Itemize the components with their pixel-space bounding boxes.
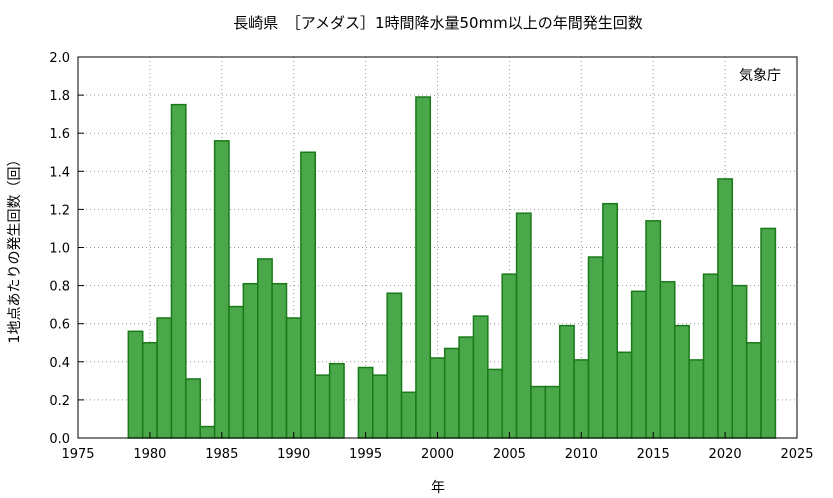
bar — [213, 140, 230, 439]
x-tick-label: 2015 — [637, 447, 670, 462]
chart-title: 長崎県 ［アメダス］1時間降水量50mm以上の年間発生回数 — [233, 14, 643, 32]
y-tick-label: 0.6 — [49, 318, 70, 333]
bar — [185, 378, 201, 439]
bar — [141, 342, 158, 439]
bar — [386, 292, 403, 439]
x-tick-label: 1995 — [349, 447, 382, 462]
bar — [688, 359, 705, 439]
bar — [257, 258, 273, 439]
bar — [731, 284, 748, 439]
bar — [242, 282, 259, 439]
y-tick-label: 0.2 — [49, 394, 70, 409]
y-ticks: 0.0 0.2 0.4 0.6 0.8 1.0 1.2 1.4 1.6 1.8 2.0 — [49, 51, 84, 447]
bar — [544, 385, 561, 439]
bar — [602, 202, 618, 439]
bar — [760, 227, 777, 439]
source-annotation: 気象庁 — [739, 68, 781, 84]
x-tick-label: 2000 — [421, 447, 454, 462]
x-tick-label: 1975 — [61, 447, 94, 462]
x-axis-label: 年 — [431, 480, 445, 496]
bar — [530, 385, 547, 439]
bar — [645, 220, 662, 439]
bar — [472, 315, 489, 439]
y-tick-label: 1.6 — [49, 127, 70, 142]
bar — [199, 425, 216, 439]
bar — [228, 305, 245, 439]
y-tick-label: 0.8 — [49, 280, 70, 295]
y-tick-label: 1.4 — [49, 165, 70, 180]
y-tick-label: 2.0 — [49, 51, 70, 66]
bars — [127, 96, 777, 439]
bar — [400, 391, 417, 439]
x-tick-label: 2025 — [780, 447, 813, 462]
bar — [659, 281, 676, 439]
bar — [558, 324, 575, 439]
bar — [314, 374, 331, 439]
bar — [429, 357, 446, 439]
bar — [285, 317, 302, 439]
bar — [443, 347, 460, 439]
bar — [702, 273, 719, 439]
y-tick-label: 0.0 — [49, 432, 70, 447]
x-tick-label: 1990 — [277, 447, 310, 462]
bar — [127, 330, 144, 439]
x-tick-label: 2020 — [709, 447, 742, 462]
x-ticks: 1975 1980 1985 1990 1995 2000 2005 2010 2015 2020… — [61, 432, 814, 462]
y-tick-label: 1.0 — [49, 242, 70, 257]
y-tick-label: 1.2 — [49, 203, 70, 218]
bar — [717, 178, 734, 439]
bar — [357, 366, 374, 439]
bar — [328, 362, 345, 439]
x-tick-label: 1980 — [133, 447, 166, 462]
bar — [616, 351, 633, 439]
bar — [170, 103, 187, 439]
y-tick-label: 1.8 — [49, 89, 70, 104]
x-tick-label: 2010 — [565, 447, 598, 462]
x-tick-label: 1985 — [205, 447, 238, 462]
bar — [745, 342, 762, 439]
bar — [501, 273, 518, 439]
bar — [458, 336, 475, 439]
bar — [573, 359, 590, 439]
y-axis-label: 1地点あたりの発生回数（回） — [7, 153, 23, 344]
bar — [415, 96, 432, 439]
y-tick-label: 0.4 — [49, 356, 70, 371]
bar — [372, 374, 388, 439]
bar — [630, 290, 647, 439]
bar — [271, 282, 288, 439]
bar — [587, 256, 604, 439]
bar — [300, 151, 317, 439]
bar — [515, 212, 532, 439]
bar — [674, 324, 690, 439]
bar — [156, 317, 173, 439]
bar — [487, 368, 503, 439]
x-tick-label: 2005 — [493, 447, 526, 462]
